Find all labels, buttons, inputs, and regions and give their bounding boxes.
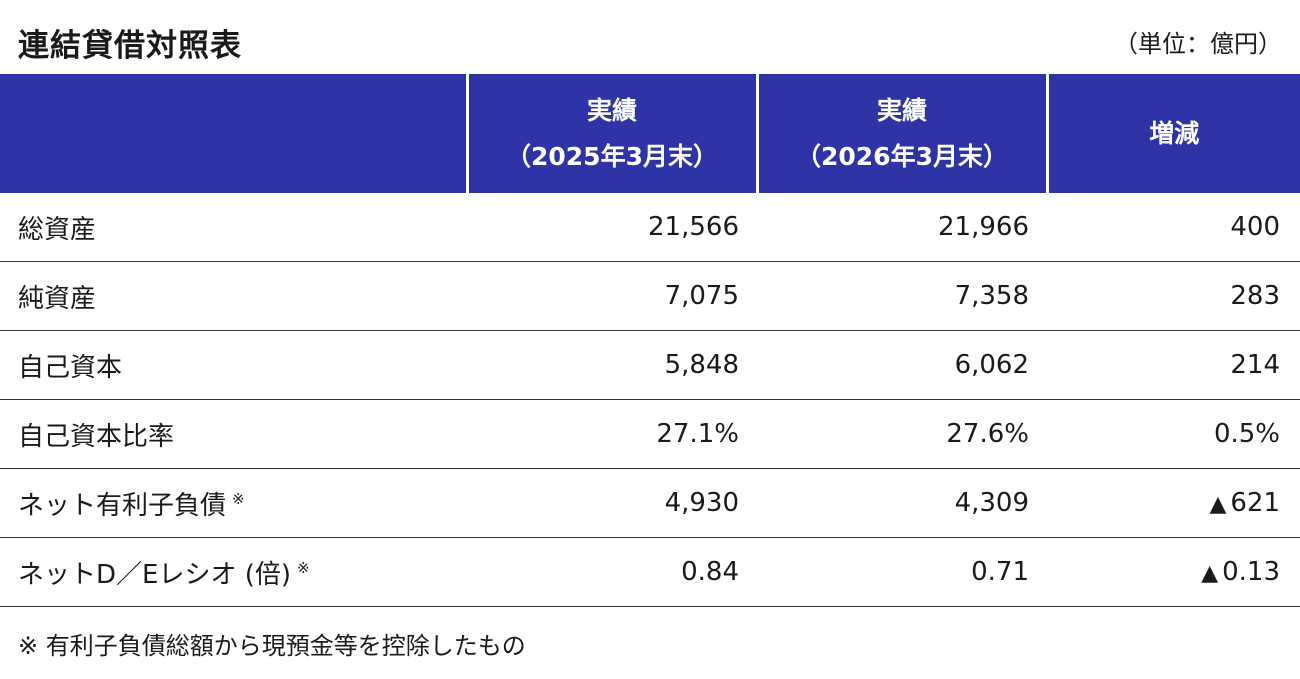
change-value: 0.13 xyxy=(1222,557,1280,587)
row-label-cell: 総資産 xyxy=(0,193,467,262)
header-actual-2025-line2: （2025年3月末） xyxy=(506,141,718,171)
row-label-cell: 自己資本比率 xyxy=(0,399,467,469)
table-row: 自己資本比率 27.1% 27.6% 0.5% xyxy=(0,399,1300,469)
change-value: 283 xyxy=(1230,281,1280,311)
value-2026: 6,062 xyxy=(757,330,1047,400)
change-cell: ▲ 0.13 xyxy=(1047,537,1300,607)
header-actual-2026-line2: （2026年3月末） xyxy=(796,141,1008,171)
footnote-mark: ※ xyxy=(297,558,310,577)
row-label: 自己資本比率 xyxy=(18,421,175,452)
change-cell: 214 xyxy=(1047,330,1300,400)
footnote-mark: ※ xyxy=(232,489,245,508)
unit-label: （単位：億円） xyxy=(1114,30,1282,58)
row-label-cell: ネットD／Eレシオ (倍) ※ xyxy=(0,537,467,607)
header-actual-2026: 実績 （2026年3月末） xyxy=(755,74,1047,193)
row-label: 純資産 xyxy=(18,283,97,314)
change-cell: 283 xyxy=(1047,261,1300,331)
value-2025: 4,930 xyxy=(467,468,757,538)
row-label-cell: 純資産 xyxy=(0,261,467,331)
row-label: ネットD／Eレシオ (倍) xyxy=(18,559,292,590)
table-row: 純資産 7,075 7,358 283 xyxy=(0,261,1300,331)
value-2025: 5,848 xyxy=(467,330,757,400)
balance-sheet-table: 実績 （2025年3月末） 実績 （2026年3月末） 増減 総資産 21,56… xyxy=(0,74,1300,607)
value-2026: 4,309 xyxy=(757,468,1047,538)
change-value: 214 xyxy=(1230,350,1280,380)
footnote: ※ 有利子負債総額から現預金等を控除したもの xyxy=(18,632,526,660)
row-label: 自己資本 xyxy=(18,352,123,383)
header-blank-cell xyxy=(0,74,467,193)
row-label: 総資産 xyxy=(18,214,97,245)
header-change: 増減 xyxy=(1045,74,1300,193)
table-row: ネット有利子負債 ※ 4,930 4,309 ▲ 621 xyxy=(0,468,1300,538)
header-actual-2025-line1: 実績 xyxy=(586,95,637,125)
value-2025: 27.1% xyxy=(467,399,757,469)
value-2026: 0.71 xyxy=(757,537,1047,607)
row-label-cell: ネット有利子負債 ※ xyxy=(0,468,467,538)
table-row: 総資産 21,566 21,966 400 xyxy=(0,193,1300,262)
change-value: 0.5% xyxy=(1213,419,1280,449)
change-value: 621 xyxy=(1230,488,1280,518)
decrease-triangle-icon: ▲ xyxy=(1209,492,1227,517)
value-2026: 7,358 xyxy=(757,261,1047,331)
header-actual-2025: 実績 （2025年3月末） xyxy=(465,74,757,193)
page-title: 連結貸借対照表 xyxy=(18,28,242,64)
value-2026: 27.6% xyxy=(757,399,1047,469)
decrease-triangle-icon: ▲ xyxy=(1201,561,1219,586)
value-2025: 0.84 xyxy=(467,537,757,607)
change-cell: ▲ 621 xyxy=(1047,468,1300,538)
row-label: ネット有利子負債 xyxy=(18,490,227,521)
value-2025: 21,566 xyxy=(467,193,757,262)
row-label-cell: 自己資本 xyxy=(0,330,467,400)
table-row: ネットD／Eレシオ (倍) ※ 0.84 0.71 ▲ 0.13 xyxy=(0,537,1300,607)
value-2026: 21,966 xyxy=(757,193,1047,262)
header-actual-2026-line1: 実績 xyxy=(876,95,927,125)
change-value: 400 xyxy=(1230,212,1280,242)
change-cell: 0.5% xyxy=(1047,399,1300,469)
value-2025: 7,075 xyxy=(467,261,757,331)
change-cell: 400 xyxy=(1047,193,1300,262)
table-header-row: 実績 （2025年3月末） 実績 （2026年3月末） 増減 xyxy=(0,74,1300,193)
table-row: 自己資本 5,848 6,062 214 xyxy=(0,330,1300,400)
